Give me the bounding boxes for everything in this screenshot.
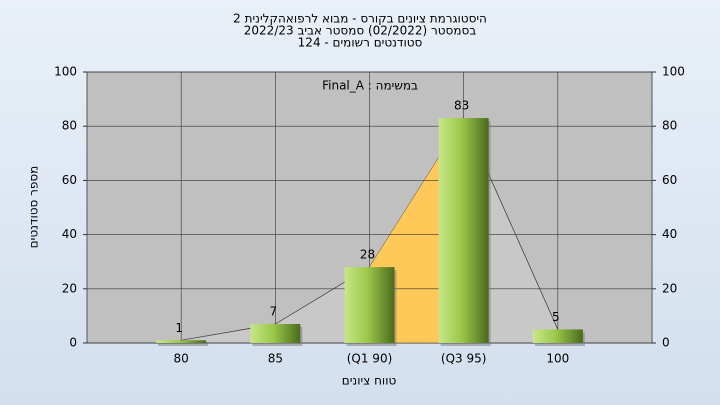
y2-tick-label: 20 (662, 281, 677, 295)
value-label: 7 (270, 305, 278, 319)
value-label: 83 (454, 99, 469, 113)
bar (438, 118, 489, 343)
annotation: במשימה : Final_A (322, 79, 418, 93)
y-tick-label: 80 (62, 119, 77, 133)
bar (156, 340, 207, 343)
chart-title: היסטוגרמת ציונים בקורס - מבוא לרפואהקלינ… (233, 12, 487, 26)
bar (344, 267, 395, 343)
x-tick-label: (Q3 95) (441, 352, 487, 366)
y2-tick-label: 80 (662, 119, 677, 133)
x-tick-label: 80 (174, 352, 189, 366)
y2-tick-label: 60 (662, 173, 677, 187)
y-axis-label: מספר סטודנטים (27, 166, 41, 249)
x-tick-label: (Q1 90) (347, 352, 393, 366)
y-tick-label: 100 (54, 65, 77, 79)
y2-tick-label: 40 (662, 227, 677, 241)
value-label: 28 (360, 248, 375, 262)
chart-subtitle: בסמסטר (02/2022) סמסטר אביב 2022/23 (244, 24, 476, 38)
x-tick-label: 100 (546, 352, 569, 366)
y2-tick-label: 100 (662, 65, 685, 79)
x-axis-label: טווח ציונים (342, 374, 397, 388)
bar (250, 324, 301, 343)
chart-subtitle: סטודנטים רשומים - 124 (298, 36, 423, 50)
y-tick-label: 0 (69, 336, 77, 350)
value-label: 5 (552, 310, 560, 324)
y-tick-label: 20 (62, 281, 77, 295)
y2-tick-label: 0 (662, 336, 670, 350)
value-label: 1 (175, 321, 183, 335)
bar-shadow (158, 343, 209, 346)
y-tick-label: 40 (62, 227, 77, 241)
bar (532, 329, 583, 343)
y-tick-label: 60 (62, 173, 77, 187)
x-tick-label: 85 (268, 352, 283, 366)
